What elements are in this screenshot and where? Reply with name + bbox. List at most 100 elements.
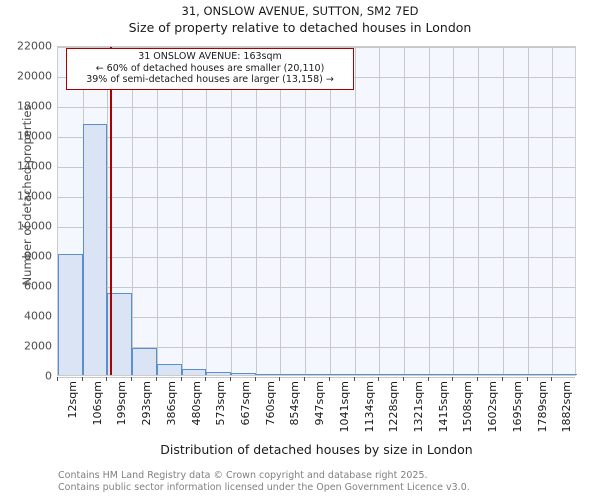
annotation-box: 31 ONSLOW AVENUE: 163sqm ← 60% of detach… — [66, 48, 354, 90]
gridline-horizontal — [58, 167, 575, 168]
gridline-vertical — [256, 47, 257, 375]
x-tick-mark — [131, 377, 133, 381]
x-tick-mark — [304, 377, 306, 381]
histogram-bar — [82, 123, 108, 375]
y-tick-label: 18000 — [17, 99, 52, 113]
histogram-bar — [255, 373, 281, 375]
x-tick-label: 106sqm — [90, 381, 104, 426]
x-tick-mark — [477, 377, 479, 381]
gridline-horizontal — [58, 287, 575, 288]
gridline-vertical — [379, 47, 380, 375]
histogram-bar — [453, 374, 479, 375]
y-axis-title: Number of detached properties — [20, 104, 34, 286]
chart-subtitle: Size of property relative to detached ho… — [128, 20, 472, 35]
histogram-bar — [527, 374, 553, 375]
chart-title-block: 31, ONSLOW AVENUE, SUTTON, SM2 7ED Size … — [0, 3, 600, 37]
x-tick-label: 573sqm — [214, 381, 228, 426]
footer-line-2: Contains public sector information licen… — [58, 481, 470, 493]
plot-area — [57, 46, 577, 378]
chart-title: 31, ONSLOW AVENUE, SUTTON, SM2 7ED — [181, 4, 419, 18]
x-axis-title: Distribution of detached houses by size … — [160, 442, 473, 457]
histogram-bar — [231, 373, 256, 375]
annotation-line-2: ← 60% of detached houses are smaller (20… — [95, 62, 325, 74]
gridline-vertical — [355, 47, 356, 375]
property-marker-line — [110, 47, 113, 375]
x-tick-mark — [230, 377, 231, 381]
x-tick-label: 1882sqm — [560, 381, 574, 433]
x-tick-label: 947sqm — [313, 381, 327, 426]
gridline-vertical — [107, 47, 108, 375]
histogram-bar — [156, 363, 182, 375]
gridline-vertical — [280, 47, 281, 375]
histogram-bar — [181, 369, 207, 375]
gridline-vertical — [552, 47, 553, 375]
y-tick-label: 10000 — [17, 219, 52, 233]
x-tick-label: 386sqm — [164, 381, 178, 426]
gridline-vertical — [132, 47, 133, 375]
y-tick-label: 20000 — [17, 69, 52, 83]
gridline-vertical — [429, 47, 430, 375]
x-tick-label: 1508sqm — [461, 381, 475, 433]
y-tick-label: 4000 — [24, 309, 52, 323]
x-tick-label: 480sqm — [189, 381, 203, 426]
gridline-horizontal — [58, 107, 575, 108]
gridline-vertical — [404, 47, 405, 375]
x-tick-label: 760sqm — [263, 381, 277, 426]
histogram-bar — [478, 374, 503, 375]
x-tick-mark — [57, 377, 58, 381]
footer-attribution: Contains HM Land Registry data © Crown c… — [58, 470, 598, 493]
gridline-vertical — [503, 47, 504, 375]
x-axis-ticks: 12sqm 106sqm 199sqm 293sqm 386sqm 480sqm 573sq… — [57, 377, 576, 437]
gridline-horizontal — [58, 197, 575, 198]
gridline-vertical — [330, 47, 331, 375]
x-tick-mark — [328, 377, 330, 381]
annotation-line-1: 31 ONSLOW AVENUE: 163sqm — [138, 51, 282, 62]
histogram-bar — [502, 374, 528, 375]
x-tick-mark — [526, 377, 528, 381]
x-tick-mark — [353, 377, 355, 381]
y-tick-label: 22000 — [17, 39, 52, 53]
x-tick-mark — [403, 377, 404, 381]
y-tick-label: 0 — [45, 369, 52, 383]
x-tick-label: 12sqm — [66, 381, 79, 419]
x-tick-label: 293sqm — [140, 381, 154, 426]
x-tick-mark — [106, 377, 108, 381]
histogram-bar — [305, 374, 330, 375]
x-tick-label: 199sqm — [115, 381, 129, 426]
gridline-vertical — [231, 47, 232, 375]
x-tick-mark — [254, 377, 256, 381]
histogram-bar — [404, 374, 429, 375]
x-tick-label: 1789sqm — [535, 381, 549, 433]
gridline-vertical — [305, 47, 306, 375]
histogram-bar — [280, 374, 306, 375]
y-tick-label: 16000 — [17, 129, 52, 143]
x-tick-mark — [427, 377, 429, 381]
gridline-horizontal — [58, 47, 575, 48]
y-tick-label: 2000 — [24, 339, 52, 353]
x-tick-label: 1321sqm — [412, 381, 425, 433]
gridline-vertical — [528, 47, 529, 375]
x-tick-label: 1228sqm — [387, 381, 401, 433]
gridline-horizontal — [58, 347, 575, 348]
gridline-vertical — [206, 47, 207, 375]
x-tick-mark — [378, 377, 380, 381]
y-axis-ticks: 0 2000 4000 6000 8000 10000 12000 14000 16000 180… — [0, 40, 52, 383]
gridline-vertical — [157, 47, 158, 375]
gridline-vertical — [453, 47, 454, 375]
x-tick-mark — [551, 377, 553, 381]
gridline-horizontal — [58, 257, 575, 258]
x-tick-mark — [452, 377, 454, 381]
histogram-bar — [552, 374, 577, 375]
y-tick-label: 14000 — [17, 159, 52, 173]
gridline-horizontal — [58, 137, 575, 138]
x-tick-mark — [180, 377, 182, 381]
x-tick-mark — [279, 377, 281, 381]
histogram-bar — [132, 348, 157, 375]
x-tick-mark — [155, 377, 157, 381]
gridline-vertical — [182, 47, 183, 375]
y-tick-label: 8000 — [24, 249, 52, 263]
gridline-horizontal — [58, 227, 575, 228]
histogram-bar — [354, 374, 380, 375]
footer-line-1: Contains HM Land Registry data © Crown c… — [58, 470, 428, 481]
